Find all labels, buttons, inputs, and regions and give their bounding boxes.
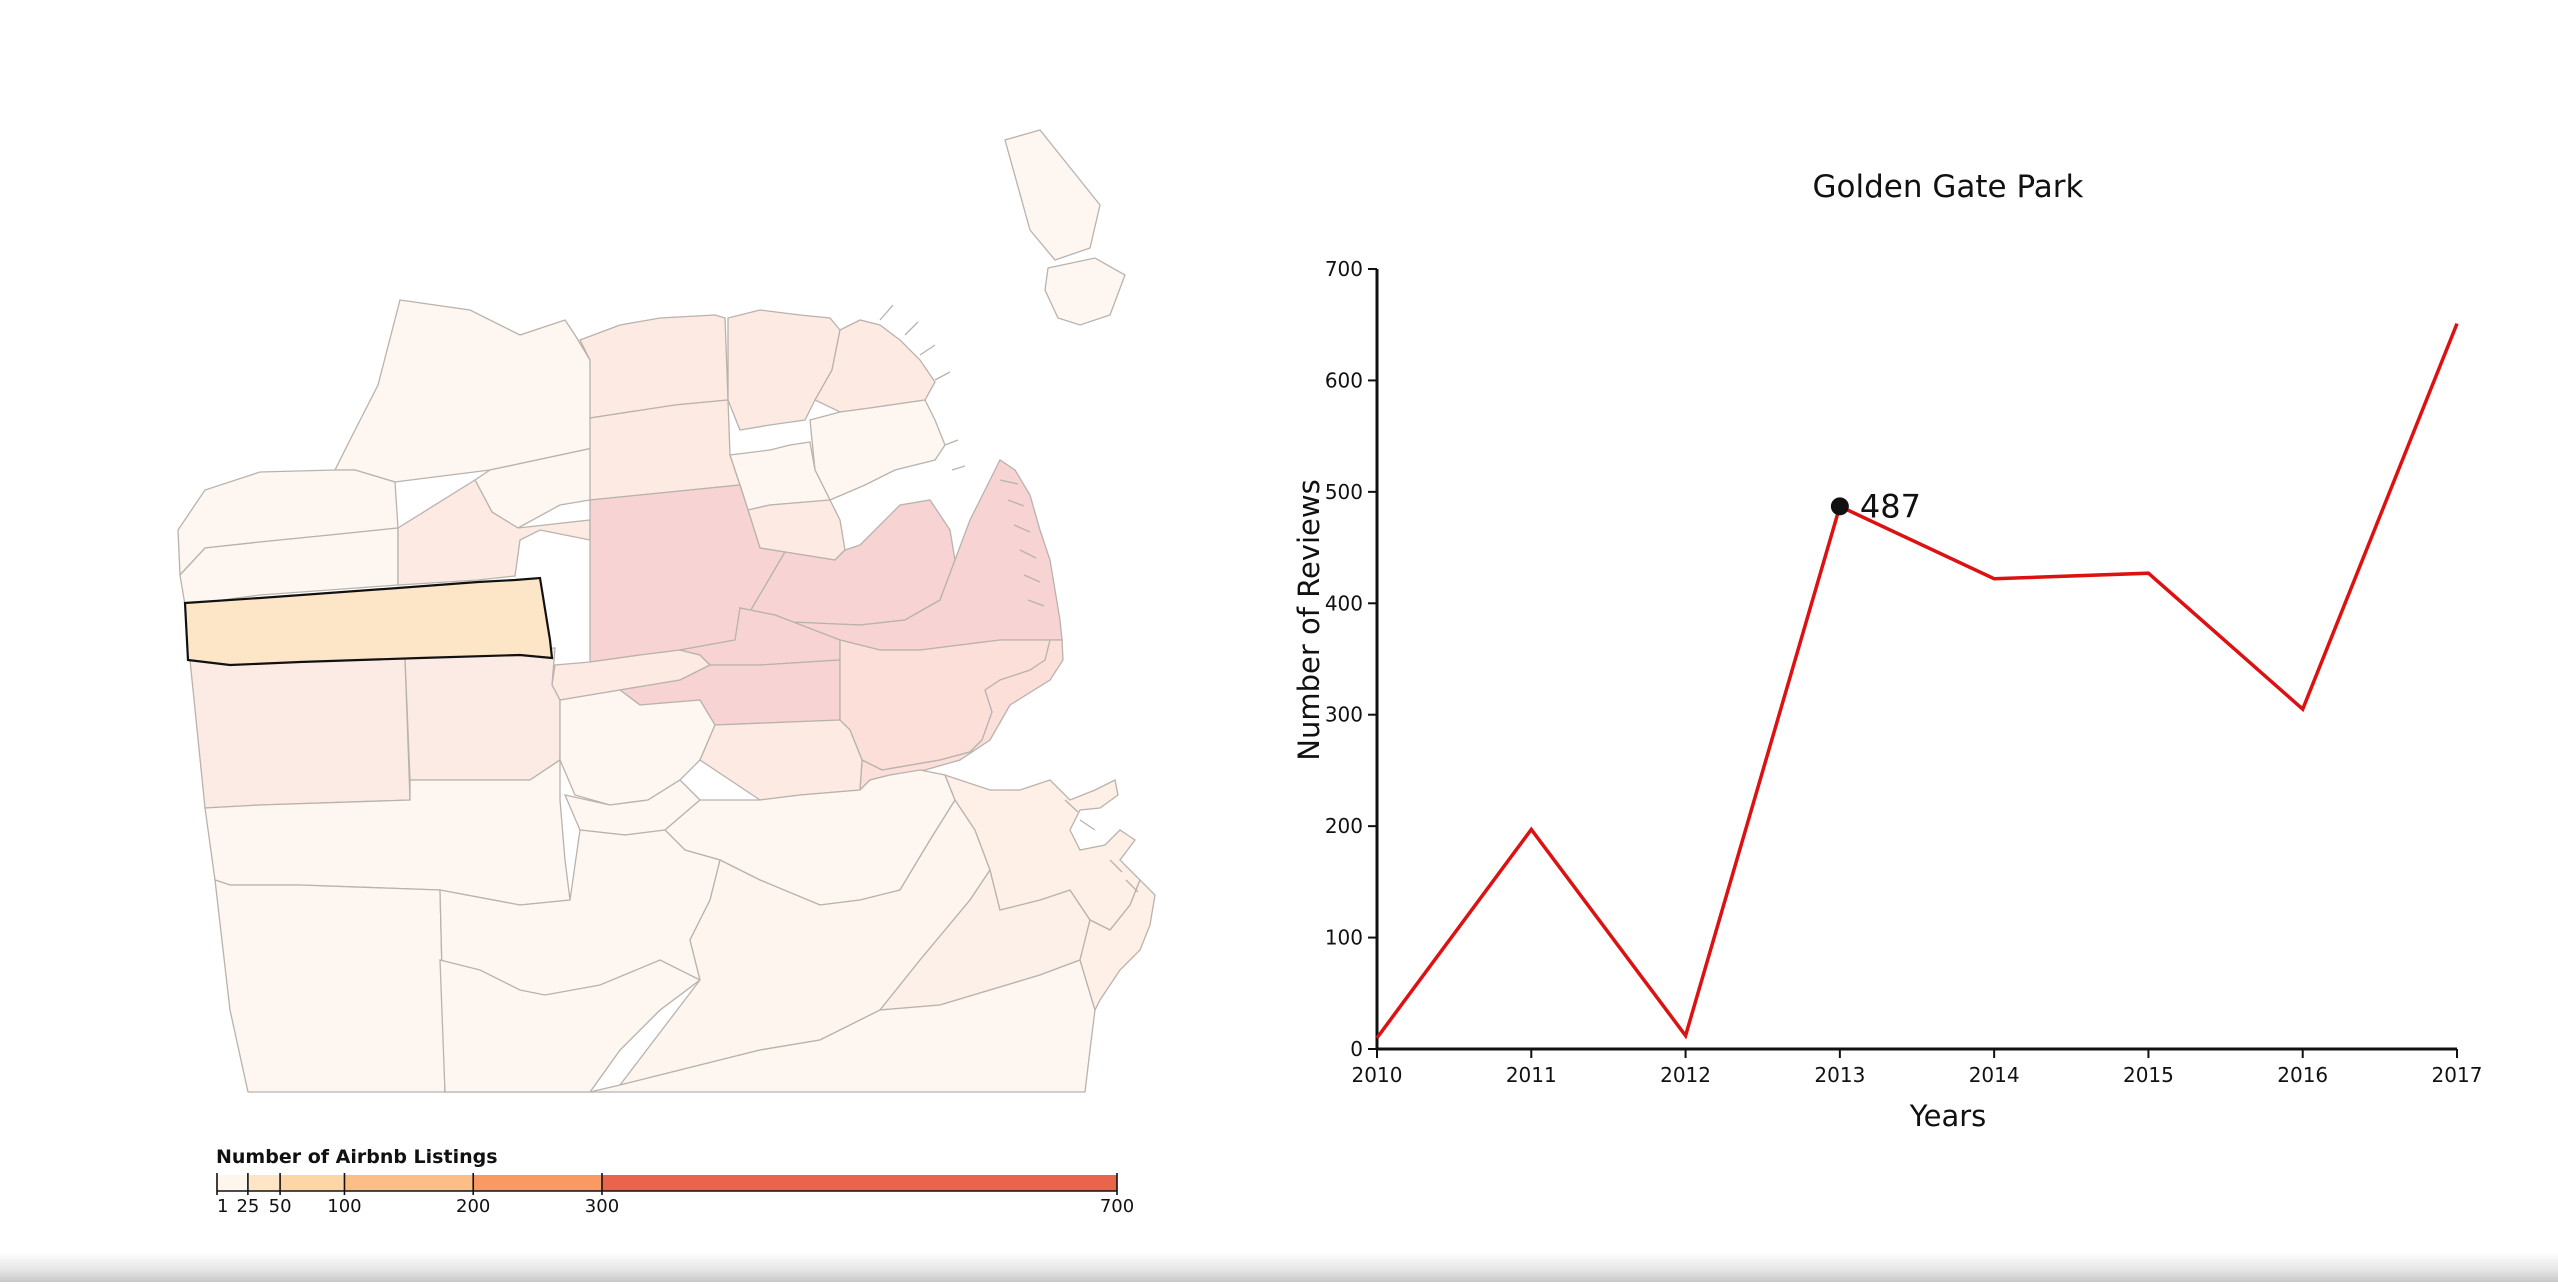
legend-tick-label: 200: [456, 1196, 490, 1217]
chart-title: Golden Gate Park: [1813, 169, 2084, 205]
y-tick-label: 400: [1325, 591, 1363, 615]
legend-swatch: [344, 1175, 474, 1191]
legend-tick-label: 50: [269, 1196, 292, 1217]
neighborhood-ocean-view[interactable]: [439, 959, 702, 1093]
legend-swatch: [247, 1175, 281, 1191]
data-point[interactable]: [2293, 699, 2313, 719]
data-point[interactable]: [1984, 569, 2004, 589]
neighborhood-russian-hill[interactable]: [589, 399, 741, 501]
data-point[interactable]: [1676, 1026, 1696, 1046]
y-tick-label: 500: [1325, 480, 1363, 504]
neighborhood-visitacion-valley[interactable]: [589, 959, 1096, 1093]
data-point[interactable]: [1367, 1028, 1387, 1048]
legend-tick-label: 700: [1100, 1196, 1134, 1217]
legend-swatches: [217, 1175, 1117, 1191]
neighborhood-financial-district[interactable]: [809, 399, 946, 501]
x-tick-label: 2010: [1352, 1063, 1403, 1087]
legend-swatch: [473, 1175, 602, 1191]
neighborhood-lakeshore[interactable]: [214, 879, 446, 1093]
neighborhood-outer-sunset[interactable]: [189, 657, 411, 809]
waterfront-piers: [879, 304, 1139, 893]
legend-swatch: [217, 1175, 248, 1191]
legend-tick-label: 1: [217, 1196, 228, 1217]
y-axis-label: Number of Reviews: [1292, 479, 1326, 760]
neighborhood-twin-peaks[interactable]: [559, 689, 716, 806]
legend: Number of Airbnb Listings 1 25 50 100 200 300…: [216, 1146, 1134, 1217]
y-tick-label: 600: [1325, 368, 1363, 392]
neighborhood-inner-sunset[interactable]: [404, 647, 561, 781]
legend-tick-label: 100: [327, 1196, 361, 1217]
neighborhood-mission-bay[interactable]: [839, 639, 1064, 771]
neighborhood-hunters-point[interactable]: [1079, 878, 1156, 1012]
x-tick-label: 2012: [1660, 1063, 1711, 1087]
series-line: [1375, 322, 2459, 1040]
legend-ticks: 1 25 50 100 200 300 700: [216, 1173, 1134, 1217]
y-tick-label: 0: [1350, 1037, 1363, 1061]
neighborhood-treasure-island[interactable]: [1004, 129, 1101, 261]
sf-neighborhood-map: [177, 129, 1156, 1093]
highlight-point[interactable]: [1830, 497, 1849, 516]
neighborhood-noe-valley[interactable]: [699, 719, 863, 801]
y-tick-label: 300: [1325, 703, 1363, 727]
legend-swatch: [280, 1175, 345, 1191]
data-point[interactable]: [1521, 819, 1541, 839]
y-axis: 0 100 200 300 400 500 600 700: [1325, 257, 1379, 1061]
x-tick-label: 2016: [2277, 1063, 2328, 1087]
neighborhood-yerba-buena-island[interactable]: [1044, 257, 1126, 326]
neighborhood-marina[interactable]: [579, 314, 729, 419]
neighborhood-golden-gate-park[interactable]: [183, 576, 554, 667]
neighborhood-north-beach[interactable]: [727, 309, 841, 431]
x-tick-label: 2015: [2123, 1063, 2174, 1087]
window-bottom-shadow: [0, 1252, 2558, 1282]
x-tick-label: 2011: [1506, 1063, 1557, 1087]
x-tick-label: 2013: [1814, 1063, 1865, 1087]
y-tick-label: 100: [1325, 926, 1363, 950]
neighborhood-inner-richmond[interactable]: [397, 479, 591, 586]
neighborhood-presidio[interactable]: [333, 299, 594, 483]
y-tick-label: 700: [1325, 257, 1363, 281]
x-axis: 2010 2011 2012 2013 2014 2015 2016 2017: [1352, 1047, 2483, 1087]
data-point[interactable]: [2138, 563, 2158, 583]
y-tick-label: 200: [1325, 814, 1363, 838]
legend-title: Number of Airbnb Listings: [216, 1146, 498, 1168]
line-chart: Golden Gate Park 0100200300400500600700 …: [1292, 169, 2482, 1133]
legend-tick-label: 300: [585, 1196, 619, 1217]
highlight-layer: 487: [1830, 487, 1921, 525]
x-axis-label: Years: [1909, 1099, 1987, 1133]
data-point[interactable]: [2447, 314, 2467, 334]
legend-tick-label: 25: [236, 1196, 259, 1217]
x-tick-label: 2014: [1969, 1063, 2020, 1087]
series-layer: [1367, 314, 2467, 1048]
x-tick-label: 2017: [2432, 1063, 2483, 1087]
highlight-value-label: 487: [1860, 487, 1921, 525]
legend-swatch: [601, 1175, 1117, 1191]
